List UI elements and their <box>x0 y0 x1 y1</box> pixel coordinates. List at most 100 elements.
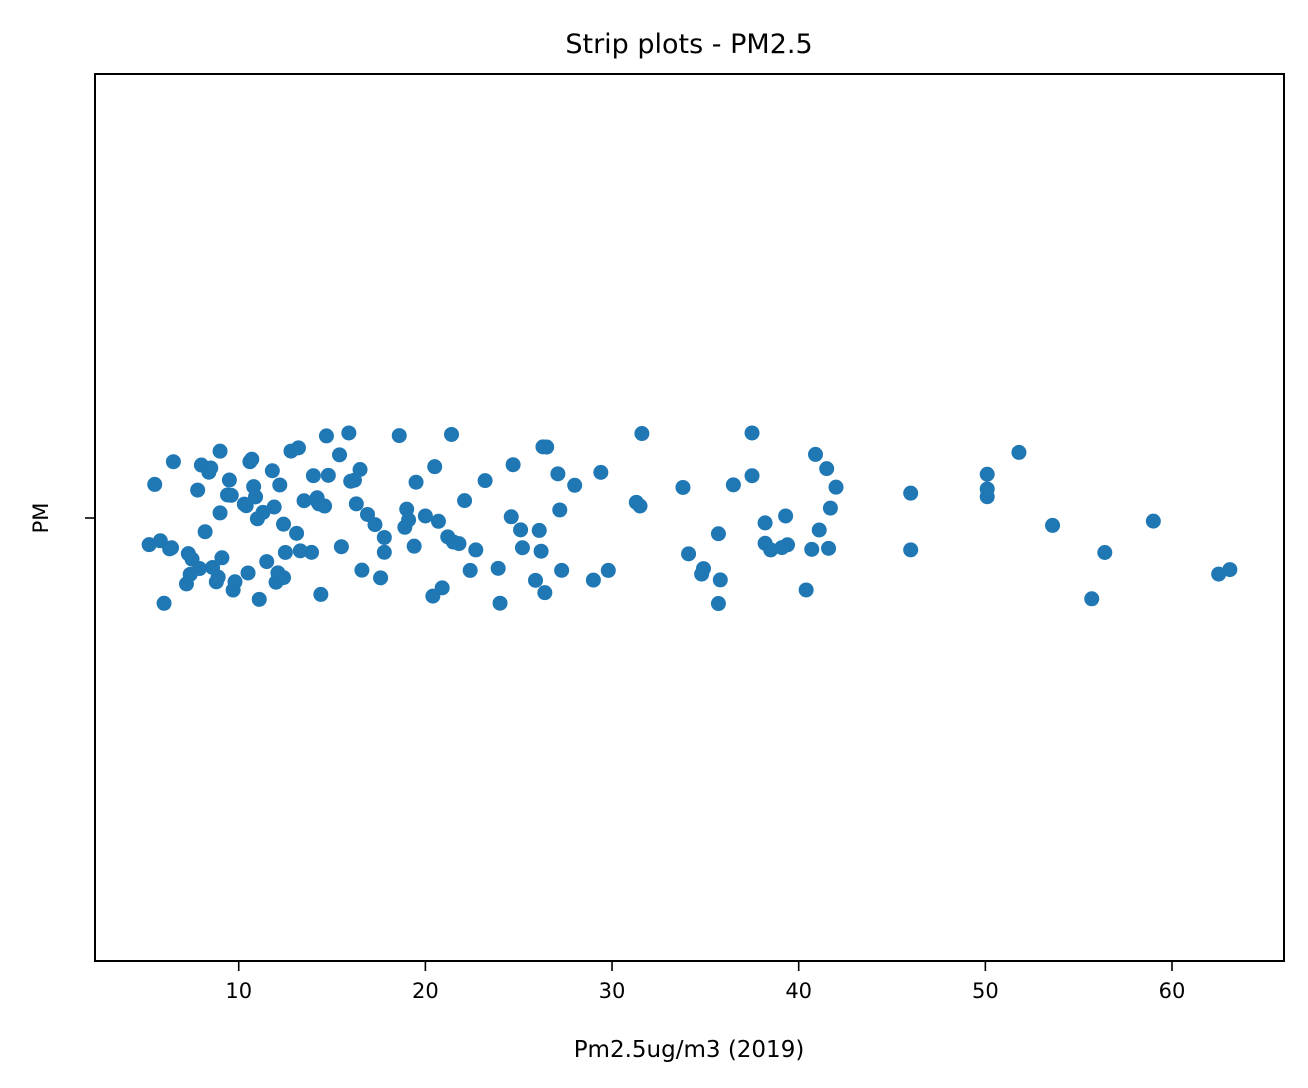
data-point <box>197 524 213 540</box>
data-point <box>804 541 820 557</box>
data-point <box>434 580 450 596</box>
data-point <box>212 443 228 459</box>
data-point <box>367 517 383 533</box>
data-point <box>408 474 424 490</box>
data-point <box>1011 444 1027 460</box>
data-point <box>156 595 172 611</box>
data-point <box>244 451 260 467</box>
data-point <box>289 525 305 541</box>
data-point <box>391 428 407 444</box>
data-point <box>505 457 521 473</box>
data-point <box>318 428 334 444</box>
data-point <box>695 561 711 577</box>
data-point <box>317 498 333 514</box>
data-point <box>725 477 741 493</box>
data-point <box>352 461 368 477</box>
data-point <box>214 550 230 566</box>
data-point <box>296 493 312 509</box>
data-point <box>221 472 237 488</box>
data-point <box>514 540 530 556</box>
data-point <box>240 565 256 581</box>
data-point <box>634 426 650 442</box>
data-point <box>430 513 446 529</box>
data-point <box>681 546 697 562</box>
data-point <box>313 586 329 602</box>
data-point <box>320 467 336 483</box>
data-point <box>276 516 292 532</box>
data-point <box>710 526 726 542</box>
data-point <box>593 464 609 480</box>
data-point <box>819 461 835 477</box>
data-point <box>248 489 264 505</box>
data-point <box>477 473 493 489</box>
data-point <box>266 499 282 515</box>
data-point <box>290 440 306 456</box>
data-point <box>552 502 568 518</box>
data-point <box>763 542 779 558</box>
data-point <box>376 544 392 560</box>
data-point <box>462 562 478 578</box>
data-point <box>451 536 467 552</box>
data-point <box>757 515 773 531</box>
x-tick-label: 40 <box>785 979 812 1003</box>
data-point <box>492 595 508 611</box>
x-tick-label: 10 <box>225 979 252 1003</box>
data-point <box>528 572 544 588</box>
data-point <box>332 447 348 463</box>
data-point <box>251 591 267 607</box>
data-point <box>401 512 417 528</box>
data-point <box>1145 513 1161 529</box>
data-point <box>264 463 280 479</box>
chart-title: Strip plots - PM2.5 <box>565 29 812 60</box>
x-axis-ticks: 10 20 30 40 50 60 <box>225 961 1185 1003</box>
data-point <box>468 542 484 558</box>
data-point <box>903 485 919 501</box>
data-point <box>354 562 370 578</box>
data-point <box>778 508 794 524</box>
data-point <box>828 479 844 495</box>
x-tick-label: 60 <box>1159 979 1186 1003</box>
data-point <box>903 542 919 558</box>
data-point <box>744 425 760 441</box>
x-tick-label: 30 <box>599 979 626 1003</box>
data-point <box>600 562 616 578</box>
data-point <box>341 425 357 441</box>
data-point <box>1222 562 1238 578</box>
data-point <box>537 585 553 601</box>
data-point <box>710 596 726 612</box>
data-point <box>821 540 837 556</box>
data-point <box>190 482 206 498</box>
data-point <box>979 481 995 497</box>
data-point <box>212 505 228 521</box>
data-point <box>779 537 795 553</box>
data-point <box>192 561 208 577</box>
data-point <box>554 562 570 578</box>
x-tick-label: 50 <box>972 979 999 1003</box>
data-point <box>712 572 728 588</box>
data-point <box>292 543 308 559</box>
data-point <box>427 459 443 475</box>
data-point <box>376 529 392 545</box>
data-point <box>675 479 691 495</box>
data-point <box>373 570 389 586</box>
data-point <box>585 572 601 588</box>
data-point <box>444 426 460 442</box>
data-point <box>539 439 555 455</box>
data-point <box>567 477 583 493</box>
data-point <box>164 540 180 556</box>
x-axis-label: Pm2.5ug/m3 (2019) <box>574 1037 805 1063</box>
data-point <box>822 500 838 516</box>
data-point <box>533 543 549 559</box>
data-point <box>165 454 181 470</box>
y-tick-label: PM <box>29 503 53 534</box>
data-point <box>1097 545 1113 561</box>
data-point <box>203 460 219 476</box>
data-point <box>277 544 293 560</box>
data-point <box>744 468 760 484</box>
data-point <box>513 522 529 538</box>
data-point <box>807 446 823 462</box>
data-point <box>305 468 321 484</box>
data-point <box>255 504 271 520</box>
data-point <box>550 466 566 482</box>
